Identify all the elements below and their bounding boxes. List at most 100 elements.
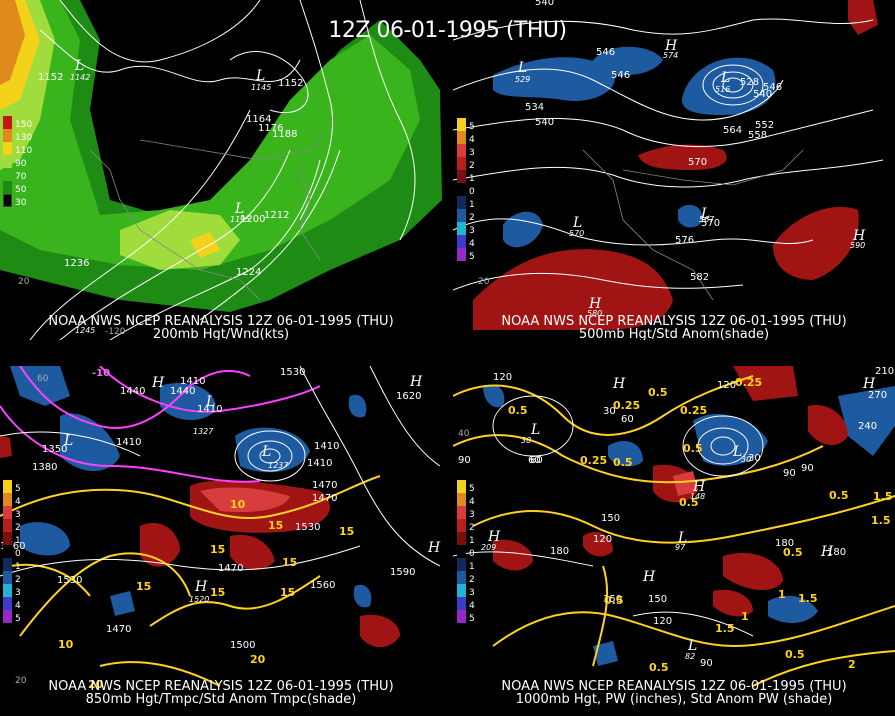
contour-label: 546 <box>763 82 782 93</box>
legend-850mb: 5 4 3 2 1 0 1 2 3 4 5 <box>3 480 21 624</box>
lat-label: 40 <box>458 429 470 439</box>
caption-line2: 1000mb Hgt, PW (inches), Std Anom PW (sh… <box>515 692 833 706</box>
pw-label: 1.5 <box>715 622 735 635</box>
legend-label: 4 <box>469 497 475 507</box>
temp-label: 15 <box>210 543 225 556</box>
contour-label: 1620 <box>396 391 421 402</box>
center-value: 82 <box>685 652 695 661</box>
center-value: 97 <box>675 543 686 552</box>
legend-label: 1 <box>469 562 475 572</box>
pw-label: 0.5 <box>679 496 699 509</box>
legend-label: 5 <box>469 122 475 132</box>
contour-label: 1224 <box>236 267 261 278</box>
pw-label: 0.25 <box>613 399 640 412</box>
legend-label: 90 <box>15 159 27 169</box>
pw-label: 0.5 <box>508 404 528 417</box>
contour-label: 1152 <box>38 72 63 83</box>
center-value: 148 <box>690 492 705 501</box>
high-center: H <box>588 296 602 312</box>
legend-label: 70 <box>15 172 27 182</box>
legend-label: 5 <box>15 484 21 494</box>
temp-label: 20 <box>88 678 104 691</box>
caption-line2: 200mb Hgt/Wnd(kts) <box>152 327 290 340</box>
pw-label: 1 <box>741 610 749 623</box>
contour-label: 150 <box>648 594 667 605</box>
panel-200mb: 1152 1152 1164 1176 1188 1200 1212 1224 … <box>0 0 442 340</box>
contour-label: 60 <box>621 414 634 425</box>
contour-label: 270 <box>868 390 887 401</box>
pw-label: 0.5 <box>829 489 849 502</box>
legend-label: 2 <box>469 161 475 171</box>
legend-label: 0 <box>15 549 21 559</box>
lat-label: 60 <box>37 374 49 384</box>
pw-label: 0.5 <box>604 594 624 607</box>
pw-label: 2 <box>848 658 856 671</box>
center-value: 1145 <box>251 83 271 92</box>
center-value: 567 <box>699 215 715 224</box>
contour-label: 90 <box>801 463 814 474</box>
caption-line2: 500mb Hgt/Std Anom(shade) <box>578 327 770 340</box>
center-value: 1195 <box>230 215 250 224</box>
high-center: H <box>862 376 876 392</box>
legend-label: 1 <box>15 562 21 572</box>
contour-label: 1470 <box>312 493 337 504</box>
contour-label: 150 <box>603 594 622 605</box>
contour-label: 1500 <box>230 640 255 651</box>
contour-label: 1236 <box>64 258 89 269</box>
contour-label: 120 <box>493 372 512 383</box>
contour-label: 540 <box>535 117 554 128</box>
legend-label: 150 <box>15 120 33 130</box>
high-center: H <box>194 579 208 595</box>
contour-label: 210 <box>875 366 894 377</box>
temp-label: 20 <box>250 653 266 666</box>
center-value: 1237 <box>268 461 289 470</box>
contour-label: 1188 <box>272 129 297 140</box>
contour-label: 120 <box>717 380 736 391</box>
legend-label: 50 <box>15 185 27 195</box>
contour-label: 1152 <box>278 78 303 89</box>
contour-label: 1245 <box>75 326 95 335</box>
contour-label: 576 <box>675 235 694 246</box>
legend-label: 3 <box>469 148 475 158</box>
legend-label: 4 <box>15 497 21 507</box>
legend-label: 5 <box>469 484 475 494</box>
contour-label: 1470 <box>312 480 337 491</box>
contour-label: 60 <box>528 455 541 466</box>
legend-label: 2 <box>469 575 475 585</box>
contour-label: 528 <box>740 77 759 88</box>
legend-label: 4 <box>469 601 475 611</box>
legend-label: 3 <box>469 226 475 236</box>
high-center: H <box>664 38 678 54</box>
contour-label: 1530 <box>57 575 82 586</box>
temp-label: 10 <box>230 498 246 511</box>
legend-label: 3 <box>15 510 21 520</box>
pw-label: 0.5 <box>785 648 805 661</box>
caption-line2: 850mb Hgt/Tmpc/Std Anom Tmpc(shade) <box>85 692 357 706</box>
legend-label: 1 <box>469 200 475 210</box>
legend-500mb: 5 4 3 2 1 0 1 2 3 4 5 <box>457 118 475 262</box>
high-center: H <box>409 374 423 390</box>
pw-label: 0.5 <box>649 661 669 674</box>
low-center: L <box>205 394 215 410</box>
legend-label: 110 <box>15 146 33 156</box>
map-500mb: 540 546 546 534 540 529 528 540 546 552 … <box>453 0 884 330</box>
contour-label: 546 <box>596 47 615 58</box>
caption-850mb: NOAA NWS NCEP REANALYSIS 12Z 06-01-1995 … <box>0 680 442 706</box>
temp-label: 15 <box>136 580 151 593</box>
caption-200mb: NOAA NWS NCEP REANALYSIS 12Z 06-01-1995 … <box>0 315 442 340</box>
contour-label: 180 <box>775 538 794 549</box>
contour-label: 529 <box>515 75 530 84</box>
contour-label: 240 <box>858 421 877 432</box>
contour-label: 1176 <box>258 123 283 134</box>
low-center: L <box>732 444 742 460</box>
low-center: L <box>530 422 540 438</box>
caption-line1: NOAA NWS NCEP REANALYSIS 12Z 06-01-1995 … <box>501 679 847 694</box>
legend-label: 1 <box>15 536 21 546</box>
high-center: H <box>642 569 656 585</box>
center-value: 209 <box>481 543 496 552</box>
low-center: L <box>700 206 710 222</box>
pw-label: 1.5 <box>871 514 891 527</box>
caption-500mb: NOAA NWS NCEP REANALYSIS 12Z 06-01-1995 … <box>453 315 895 340</box>
low-center: L <box>255 68 265 84</box>
contour-label: 540 <box>753 89 772 100</box>
